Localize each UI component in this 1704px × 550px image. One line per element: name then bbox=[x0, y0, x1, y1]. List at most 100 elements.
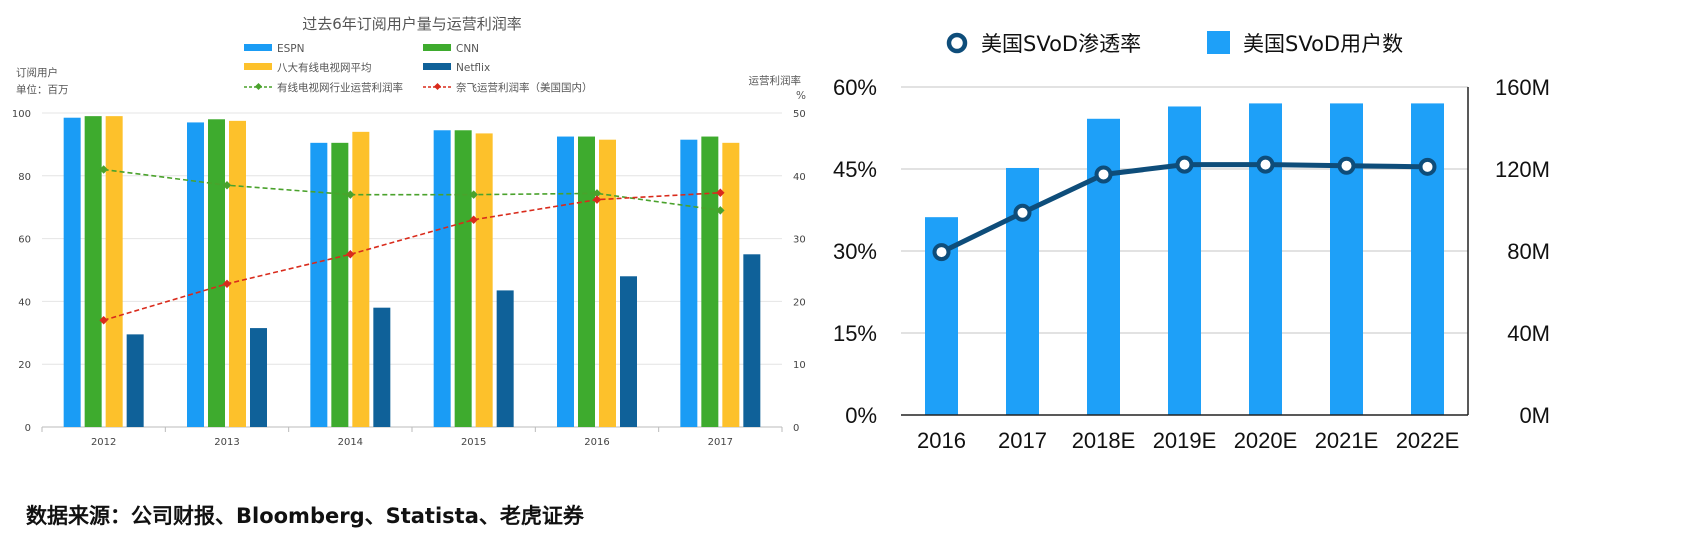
bar-八大有线电视网平均 bbox=[599, 139, 616, 427]
line-marker bbox=[1256, 155, 1275, 174]
left-tick-label: 15% bbox=[833, 321, 877, 346]
right-tick-label: 0 bbox=[793, 423, 799, 434]
source-note: 数据来源：公司财报、Bloomberg、Statista、老虎证券 bbox=[26, 504, 584, 528]
bar-ESPN bbox=[433, 130, 451, 427]
legend-swatch bbox=[423, 44, 451, 51]
x-tick-label: 2016 bbox=[584, 437, 609, 448]
bar-Netflix bbox=[496, 290, 514, 427]
line-marker bbox=[469, 215, 478, 225]
line-marker bbox=[222, 279, 232, 289]
left-tick-label: 100 bbox=[12, 109, 31, 120]
right-tick-label: 160M bbox=[1495, 75, 1550, 100]
legend-swatch bbox=[423, 63, 451, 70]
bar-八大有线电视网平均 bbox=[475, 133, 493, 427]
line-marker bbox=[469, 190, 478, 199]
right-axis-label: 运营利润率 bbox=[749, 74, 802, 87]
x-tick-label: 2018E bbox=[1072, 428, 1136, 453]
left-axis-label: 订阅用户 bbox=[16, 66, 58, 79]
line-marker bbox=[99, 315, 108, 325]
right-tick-label: 40 bbox=[793, 172, 806, 183]
right-tick-label: 30 bbox=[793, 235, 806, 246]
bar-svod-users bbox=[1411, 103, 1444, 416]
line-marker bbox=[99, 165, 108, 174]
line-marker bbox=[346, 190, 355, 199]
line-marker bbox=[1175, 155, 1194, 174]
legend-swatch-bar bbox=[1207, 31, 1230, 54]
left-axis-unit: 单位：百万 bbox=[16, 83, 69, 96]
line-marker bbox=[222, 180, 232, 190]
line-marker bbox=[1094, 165, 1113, 184]
right-tick-label: 10 bbox=[793, 360, 806, 371]
bar-Netflix bbox=[620, 276, 637, 427]
x-tick-label: 2013 bbox=[214, 437, 239, 448]
left-tick-label: 60% bbox=[833, 75, 877, 100]
bar-ESPN bbox=[557, 136, 574, 428]
bar-svod-users bbox=[1168, 106, 1201, 415]
legend-label: 美国SVoD渗透率 bbox=[981, 32, 1141, 56]
x-tick-label: 2016 bbox=[917, 428, 966, 453]
legend-swatch bbox=[244, 44, 272, 51]
bar-Netflix bbox=[373, 307, 391, 427]
legend-marker bbox=[254, 82, 263, 91]
bar-CNN bbox=[208, 119, 225, 427]
line-marker bbox=[1013, 203, 1032, 222]
line-marker bbox=[1418, 157, 1437, 176]
legend-swatch-line bbox=[946, 32, 968, 54]
line-奈飞运营利润率（美国国内） bbox=[103, 191, 721, 322]
legend-marker bbox=[433, 82, 442, 91]
bar-ESPN bbox=[187, 122, 204, 428]
bar-svod-users bbox=[1249, 103, 1282, 416]
left-tick-label: 45% bbox=[833, 157, 877, 182]
right-tick-label: 120M bbox=[1495, 157, 1550, 182]
legend-label: CNN bbox=[456, 43, 479, 55]
left-tick-label: 80 bbox=[18, 172, 31, 183]
svod-penetration-chart: 0% 15% 30% 45% 60% 0M 40M 80M 120M 160M 2016 2017 20… bbox=[833, 31, 1550, 453]
bar-Netflix bbox=[250, 328, 267, 427]
bar-Netflix bbox=[126, 334, 144, 427]
bar-ESPN bbox=[310, 142, 328, 427]
line-marker bbox=[346, 250, 355, 259]
line-marker bbox=[932, 243, 951, 262]
bar-八大有线电视网平均 bbox=[229, 120, 246, 427]
x-tick-label: 2015 bbox=[461, 437, 486, 448]
bar-CNN bbox=[454, 130, 472, 427]
left-tick-label: 40 bbox=[18, 297, 31, 308]
x-tick-label: 2022E bbox=[1396, 428, 1460, 453]
bar-svod-users bbox=[1087, 118, 1120, 416]
legend-swatch bbox=[244, 63, 272, 70]
right-tick-label: 50 bbox=[793, 109, 806, 120]
line-有线电视网行业运营利润率 bbox=[103, 168, 721, 212]
left-tick-label: 30% bbox=[833, 239, 877, 264]
left-tick-label: 60 bbox=[18, 235, 31, 246]
chart-title: 过去6年订阅用户量与运营利润率 bbox=[302, 15, 522, 33]
legend-label: 八大有线电视网平均 bbox=[277, 61, 372, 74]
left-tick-label: 0 bbox=[25, 423, 31, 434]
bar-Netflix bbox=[743, 254, 761, 427]
right-axis-unit: % bbox=[796, 90, 806, 102]
x-tick-label: 2017 bbox=[998, 428, 1047, 453]
bar-八大有线电视网平均 bbox=[722, 142, 740, 427]
bar-ESPN bbox=[680, 139, 698, 427]
bar-svod-users bbox=[1330, 103, 1363, 416]
x-tick-label: 2021E bbox=[1315, 428, 1379, 453]
right-tick-label: 0M bbox=[1519, 403, 1550, 428]
right-tick-label: 40M bbox=[1507, 321, 1550, 346]
x-tick-label: 2019E bbox=[1153, 428, 1217, 453]
x-tick-label: 2017 bbox=[708, 437, 733, 448]
line-marker bbox=[1337, 156, 1356, 175]
left-tick-label: 20 bbox=[18, 360, 31, 371]
bar-CNN bbox=[578, 136, 595, 428]
right-tick-label: 80M bbox=[1507, 239, 1550, 264]
legend-label: 美国SVoD用户数 bbox=[1243, 32, 1403, 56]
bar-八大有线电视网平均 bbox=[352, 131, 370, 427]
legend-label: 奈飞运营利润率（美国国内） bbox=[456, 81, 593, 94]
x-tick-label: 2012 bbox=[91, 437, 116, 448]
legend-label: ESPN bbox=[277, 43, 305, 55]
right-tick-label: 20 bbox=[793, 297, 806, 308]
x-tick-label: 2014 bbox=[338, 437, 363, 448]
bar-ESPN bbox=[63, 117, 81, 428]
bar-CNN bbox=[331, 142, 349, 427]
left-tick-label: 0% bbox=[845, 403, 877, 428]
bar-CNN bbox=[84, 116, 102, 427]
